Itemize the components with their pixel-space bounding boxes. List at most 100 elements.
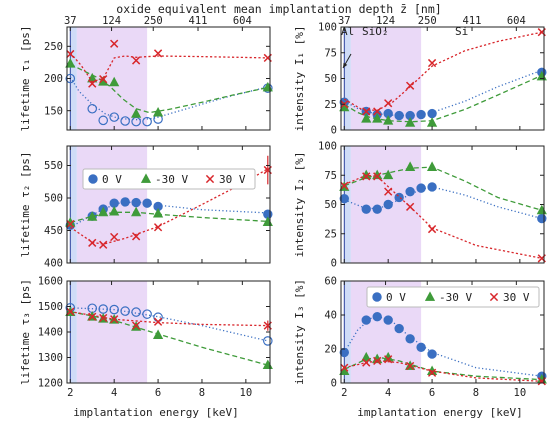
x-tick-label: 6 xyxy=(429,387,435,399)
y-tick-label: 400 xyxy=(44,258,63,270)
data-point xyxy=(537,213,547,224)
data-point xyxy=(383,115,394,125)
data-point xyxy=(110,315,119,324)
data-point xyxy=(65,58,76,68)
y-tick-label: 0 xyxy=(331,258,337,270)
plot-frame xyxy=(340,280,545,384)
region-0 xyxy=(70,281,77,383)
x-tick-label: 10 xyxy=(514,387,527,399)
top-tick-label: 411 xyxy=(189,15,208,27)
data-point xyxy=(427,108,437,119)
top-tick-label: 604 xyxy=(507,15,526,27)
data-point xyxy=(427,58,437,68)
chart-panel-left-3: 1200 1300 1400 1500 1600 2 4 6 8 10 lifetime τ₃ [p… xyxy=(19,276,273,399)
x-tick-label: 4 xyxy=(385,387,391,399)
data-point xyxy=(131,307,141,317)
data-point xyxy=(427,368,437,377)
data-point xyxy=(405,334,415,344)
region-label: SiO₂ xyxy=(362,25,389,38)
legend-label: 30 V xyxy=(219,173,246,186)
y-tick-label: 75 xyxy=(324,47,337,59)
data-point xyxy=(109,112,119,122)
data-point xyxy=(394,192,404,203)
data-point xyxy=(383,169,394,180)
legend-box xyxy=(366,286,540,308)
y-tick-label: 250 xyxy=(44,41,63,53)
data-point xyxy=(120,197,130,207)
y-tick-label: 1600 xyxy=(38,276,63,288)
x-tick-label: 2 xyxy=(341,387,347,399)
data-point xyxy=(383,199,393,210)
data-point xyxy=(405,81,415,90)
top-tick-label: 37 xyxy=(64,15,77,27)
bottom-axis-label-left: implantation energy [keV] xyxy=(73,406,239,419)
data-point xyxy=(98,206,109,217)
data-point xyxy=(427,349,437,359)
y-tick-label: 25 xyxy=(324,228,337,240)
data-point xyxy=(99,240,108,249)
data-point xyxy=(362,107,371,116)
data-point xyxy=(152,207,164,218)
data-point xyxy=(110,39,119,48)
region-0 xyxy=(344,146,351,263)
region-1 xyxy=(76,281,148,383)
legend-marker xyxy=(372,292,382,302)
x-tick-label: 4 xyxy=(111,387,117,399)
data-point xyxy=(153,49,163,58)
region-0 xyxy=(70,146,77,263)
data-point xyxy=(372,113,383,123)
y-tick-label: 40 xyxy=(324,310,337,322)
data-point xyxy=(405,186,415,197)
top-tick-label: 124 xyxy=(102,15,121,27)
data-point xyxy=(153,317,163,326)
data-point xyxy=(383,315,393,325)
y-tick-label: 500 xyxy=(44,193,63,205)
data-point xyxy=(427,224,437,234)
data-point xyxy=(152,329,164,339)
data-point xyxy=(262,81,273,92)
data-point xyxy=(131,206,142,217)
y-tick-label: 20 xyxy=(324,344,337,356)
y-tick-label: 50 xyxy=(324,73,337,85)
data-point xyxy=(99,75,108,84)
data-point xyxy=(426,117,438,127)
data-point xyxy=(109,206,120,216)
legend-marker xyxy=(489,292,499,302)
chart-panel-left-1: 150 200 250 37 124 250 411 604 lifetime τ₁ [ps] xyxy=(19,15,273,132)
data-point xyxy=(405,117,416,127)
data-point xyxy=(361,204,371,214)
top-tick-label: 124 xyxy=(376,15,395,27)
data-point xyxy=(99,313,108,323)
data-point xyxy=(394,323,404,334)
data-point xyxy=(384,355,393,364)
chart-legend: 0 V -30 V 30 V xyxy=(366,286,540,308)
y-axis-label: lifetime τ₁ [ps] xyxy=(19,26,32,132)
y-tick-label: 60 xyxy=(324,276,337,288)
data-point xyxy=(142,198,152,208)
x-tick-label: 8 xyxy=(473,387,479,399)
y-tick-label: 0 xyxy=(331,378,337,390)
top-tick-label: 604 xyxy=(233,15,252,27)
chart-panel-left-2: 400 450 500 550 lifetime τ₂ [ps] 0 V -30 V 30 V xyxy=(19,145,273,270)
region-label: Si xyxy=(455,25,468,38)
y-axis-label: intensity I₁ [%] xyxy=(293,26,306,132)
plot-frame xyxy=(66,145,271,264)
y-tick-label: 150 xyxy=(44,105,63,117)
series-line-0 xyxy=(69,201,268,228)
top-tick-label: 250 xyxy=(418,15,437,27)
data-point xyxy=(131,56,141,65)
data-point xyxy=(394,110,404,121)
legend-marker xyxy=(140,173,152,183)
y-tick-label: 1400 xyxy=(38,327,63,339)
y-tick-label: 1300 xyxy=(38,352,63,364)
legend-label: 30 V xyxy=(503,291,530,304)
data-point xyxy=(426,161,438,171)
region-0 xyxy=(70,27,77,130)
legend-marker xyxy=(88,174,98,184)
top-tick-label: 250 xyxy=(144,15,163,27)
data-point xyxy=(88,312,97,321)
y-tick-label: 450 xyxy=(44,225,63,237)
y-axis-label: intensity I₂ [%] xyxy=(293,152,306,258)
